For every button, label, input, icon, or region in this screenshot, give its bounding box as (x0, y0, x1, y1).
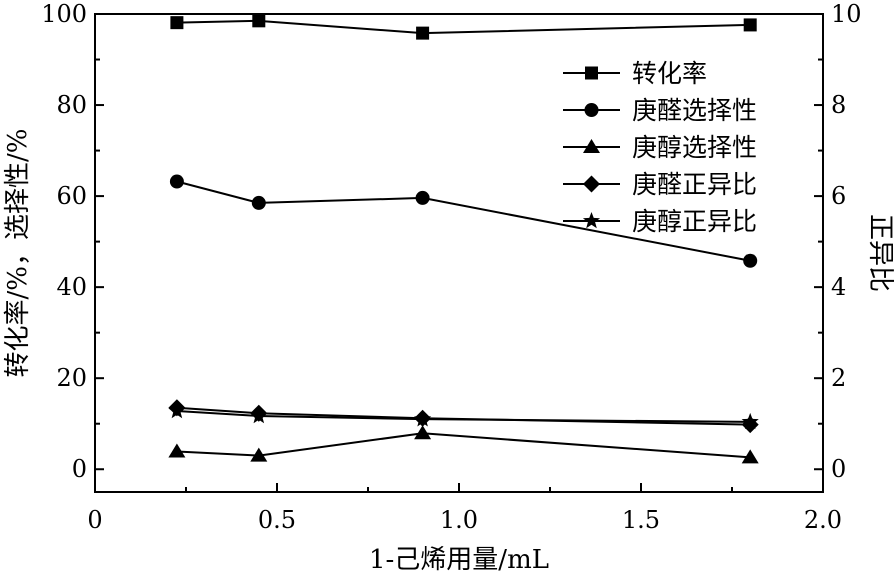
legend-marker-1 (585, 66, 598, 80)
series-2-point (169, 174, 184, 189)
series-markers (168, 14, 759, 464)
y-axis-left: 0 20 40 60 80 100 (41, 0, 104, 483)
legend-label-3: 庚醇选择性 (632, 133, 757, 162)
series-line-3 (176, 432, 751, 459)
x-tick-label: 2.0 (804, 506, 842, 534)
series-line-1 (176, 19, 751, 35)
legend-marker-3 (583, 139, 600, 153)
series-line-5 (176, 409, 751, 423)
y-right-tick-label: 4 (831, 273, 846, 301)
series-1-point (743, 18, 757, 32)
legend-marker-2 (584, 103, 599, 117)
y-left-tick-label: 100 (41, 0, 87, 28)
series-1-point (416, 26, 430, 40)
series-2-point (251, 195, 266, 210)
series-1-point (252, 14, 266, 28)
y-right-tick-label: 10 (831, 0, 862, 28)
series-5-point (250, 406, 268, 424)
x-tick-label: 0 (87, 506, 102, 534)
y-axis-right: 0 2 4 6 8 10 (814, 0, 862, 483)
series-3-point (168, 443, 186, 458)
series-5-point (741, 412, 759, 430)
legend-label-5: 庚醇正异比 (632, 207, 757, 236)
y-left-tick-label: 40 (56, 273, 87, 301)
legend-label-1: 转化率 (632, 59, 707, 88)
y-right-tick-label: 0 (831, 455, 846, 483)
y-right-tick-label: 8 (831, 91, 846, 119)
series-2-point (415, 190, 430, 205)
x-tick-label: 1.5 (622, 506, 660, 534)
y-left-tick-label: 80 (56, 91, 87, 119)
series-2-point (743, 253, 758, 268)
series-lines (176, 19, 751, 459)
x-axis: 0 0.5 1.0 1.5 2.0 (87, 483, 842, 534)
y-right-tick-label: 2 (831, 364, 846, 392)
legend-marker-4 (583, 175, 600, 193)
y-left-tick-label: 0 (72, 455, 87, 483)
series-5-point (414, 410, 432, 427)
series-3-point (250, 447, 268, 462)
y-left-tick-label: 60 (56, 182, 87, 210)
series-1-point (170, 16, 184, 30)
y-right-tick-label: 6 (831, 182, 846, 210)
series-5-point (168, 401, 186, 419)
series-3-point (414, 425, 432, 440)
y-axis-left-label: 转化率/%，选择性/% (3, 129, 33, 378)
series-line-2 (176, 180, 751, 262)
legend-label-2: 庚醛选择性 (632, 96, 757, 125)
x-axis-label: 1-己烯用量/mL (369, 545, 549, 575)
legend-label-4: 庚醛正异比 (632, 170, 757, 199)
y-left-tick-label: 20 (56, 364, 87, 392)
x-tick-label: 0.5 (258, 506, 296, 534)
x-tick-label: 1.0 (440, 506, 478, 534)
series-3-point (741, 449, 759, 464)
y-axis-right-label: 正异比 (865, 214, 894, 292)
legend-marker-5 (582, 212, 601, 229)
